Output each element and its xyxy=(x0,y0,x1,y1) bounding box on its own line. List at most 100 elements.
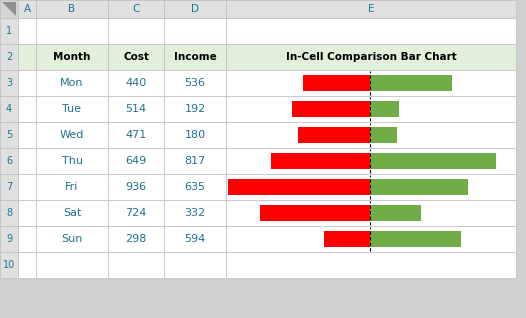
Bar xyxy=(164,96,226,122)
Bar xyxy=(108,226,164,252)
Bar xyxy=(292,101,370,117)
Bar xyxy=(370,153,495,169)
Bar xyxy=(36,200,108,226)
Bar xyxy=(226,226,516,252)
Text: Wed: Wed xyxy=(60,130,84,140)
Bar xyxy=(226,70,516,96)
Bar xyxy=(260,205,370,221)
Text: 594: 594 xyxy=(185,234,206,244)
Bar xyxy=(370,127,397,143)
Bar xyxy=(226,200,516,226)
Bar xyxy=(226,44,516,70)
Text: Income: Income xyxy=(174,52,216,62)
Bar xyxy=(0,252,18,278)
Bar xyxy=(18,96,36,122)
Bar xyxy=(164,252,226,278)
Text: 817: 817 xyxy=(185,156,206,166)
Bar xyxy=(303,75,370,91)
Bar xyxy=(108,122,164,148)
Text: Tue: Tue xyxy=(63,104,82,114)
Bar xyxy=(108,96,164,122)
Text: 332: 332 xyxy=(185,208,206,218)
Text: Fri: Fri xyxy=(65,182,79,192)
Bar xyxy=(164,18,226,44)
Bar xyxy=(0,200,18,226)
Text: E: E xyxy=(368,4,375,14)
Text: 8: 8 xyxy=(6,208,12,218)
Text: 7: 7 xyxy=(6,182,12,192)
Bar xyxy=(228,179,370,195)
Text: 298: 298 xyxy=(125,234,147,244)
Bar xyxy=(108,174,164,200)
Bar xyxy=(108,148,164,174)
Text: D: D xyxy=(191,4,199,14)
Bar xyxy=(370,205,421,221)
Bar xyxy=(108,70,164,96)
Bar xyxy=(226,122,516,148)
Bar xyxy=(108,44,164,70)
Bar xyxy=(0,44,18,70)
Bar xyxy=(164,200,226,226)
Text: 724: 724 xyxy=(125,208,147,218)
Text: 471: 471 xyxy=(125,130,147,140)
Bar xyxy=(0,226,18,252)
Bar xyxy=(164,70,226,96)
Bar xyxy=(36,0,108,18)
Text: Sun: Sun xyxy=(62,234,83,244)
Bar xyxy=(36,70,108,96)
Bar xyxy=(0,18,18,44)
Bar xyxy=(18,122,36,148)
Bar xyxy=(36,122,108,148)
Text: 1: 1 xyxy=(6,26,12,36)
Bar xyxy=(18,70,36,96)
Text: In-Cell Comparison Bar Chart: In-Cell Comparison Bar Chart xyxy=(286,52,457,62)
Bar xyxy=(18,148,36,174)
Text: Mon: Mon xyxy=(60,78,84,88)
Bar xyxy=(370,179,468,195)
Bar xyxy=(0,0,18,18)
Bar xyxy=(18,18,36,44)
Bar xyxy=(36,96,108,122)
Text: 649: 649 xyxy=(125,156,147,166)
Bar xyxy=(0,122,18,148)
Text: 635: 635 xyxy=(185,182,206,192)
Text: 3: 3 xyxy=(6,78,12,88)
Bar xyxy=(164,148,226,174)
Bar xyxy=(0,70,18,96)
Bar xyxy=(164,174,226,200)
Bar xyxy=(0,96,18,122)
Text: B: B xyxy=(68,4,76,14)
Text: 936: 936 xyxy=(125,182,147,192)
Bar xyxy=(108,200,164,226)
Text: 5: 5 xyxy=(6,130,12,140)
Polygon shape xyxy=(2,2,16,16)
Text: 514: 514 xyxy=(125,104,147,114)
Text: C: C xyxy=(133,4,140,14)
Bar xyxy=(370,231,461,247)
Bar xyxy=(108,0,164,18)
Text: A: A xyxy=(24,4,31,14)
Text: Cost: Cost xyxy=(123,52,149,62)
Text: 4: 4 xyxy=(6,104,12,114)
Bar xyxy=(108,18,164,44)
Bar xyxy=(226,174,516,200)
Bar xyxy=(36,18,108,44)
Text: Thu: Thu xyxy=(62,156,83,166)
Text: Sat: Sat xyxy=(63,208,81,218)
Bar xyxy=(36,44,108,70)
Bar xyxy=(108,252,164,278)
Text: 536: 536 xyxy=(185,78,206,88)
Text: 440: 440 xyxy=(125,78,147,88)
Bar xyxy=(226,0,516,18)
Bar xyxy=(18,226,36,252)
Text: 6: 6 xyxy=(6,156,12,166)
Bar xyxy=(226,148,516,174)
Bar xyxy=(36,174,108,200)
Text: 192: 192 xyxy=(185,104,206,114)
Bar xyxy=(370,75,452,91)
Text: 10: 10 xyxy=(3,260,15,270)
Bar xyxy=(226,18,516,44)
Bar xyxy=(18,0,36,18)
Bar xyxy=(164,0,226,18)
Bar xyxy=(36,226,108,252)
